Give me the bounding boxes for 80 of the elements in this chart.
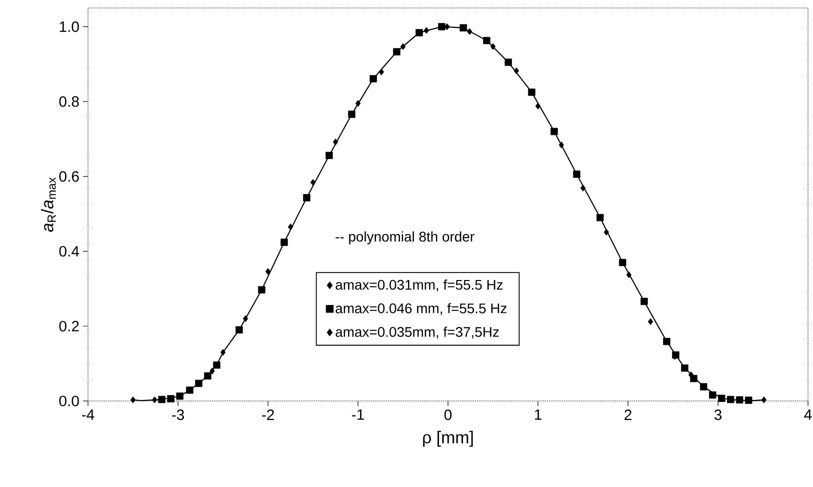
point bbox=[709, 391, 716, 399]
point bbox=[186, 386, 194, 394]
point bbox=[467, 28, 472, 35]
legend-label: amax=0.046 mm, f=55.5 Hz bbox=[336, 303, 506, 315]
point bbox=[152, 396, 158, 404]
point bbox=[736, 396, 744, 404]
point bbox=[444, 23, 450, 30]
point bbox=[558, 142, 564, 148]
point bbox=[619, 258, 626, 266]
y-tick-label: 0.0 bbox=[59, 396, 79, 406]
x-tick-label: -2 bbox=[262, 410, 274, 420]
point bbox=[573, 170, 580, 178]
point bbox=[745, 396, 752, 404]
point bbox=[490, 43, 496, 50]
point bbox=[438, 23, 446, 30]
point bbox=[528, 88, 536, 96]
point bbox=[258, 286, 266, 294]
point bbox=[688, 371, 694, 378]
point bbox=[681, 364, 688, 372]
point bbox=[303, 194, 310, 202]
point bbox=[460, 24, 467, 32]
x-axis-title: ρ [mm] bbox=[423, 430, 473, 447]
point bbox=[176, 392, 184, 400]
point bbox=[310, 179, 316, 186]
x-tick-label: -4 bbox=[82, 410, 94, 420]
y-tick-label: 0.8 bbox=[59, 96, 79, 107]
x-tick-label: 3 bbox=[714, 410, 722, 420]
point bbox=[727, 396, 734, 404]
point bbox=[288, 224, 294, 230]
point bbox=[580, 184, 586, 192]
point bbox=[204, 372, 212, 380]
point bbox=[280, 238, 288, 246]
x-tick-label: 1 bbox=[534, 410, 542, 420]
x-tick-label: -1 bbox=[352, 410, 364, 420]
y-tick-label: 0.4 bbox=[59, 246, 80, 257]
point bbox=[504, 58, 512, 66]
legend-label: amax=0.031mm, f=55.5 Hz bbox=[336, 280, 503, 292]
point bbox=[596, 214, 604, 222]
point bbox=[167, 395, 174, 402]
point bbox=[130, 396, 136, 404]
annotation: -- polynomial 8th order bbox=[336, 231, 474, 244]
point bbox=[700, 383, 708, 390]
point bbox=[604, 228, 610, 236]
y-tick-label: 1.0 bbox=[60, 21, 79, 32]
point bbox=[400, 43, 406, 50]
point bbox=[355, 100, 361, 107]
point bbox=[535, 102, 541, 110]
point bbox=[378, 68, 384, 76]
point bbox=[718, 394, 726, 402]
point bbox=[213, 361, 220, 369]
point bbox=[640, 298, 648, 306]
point bbox=[514, 67, 520, 74]
y-tick-label: 0.6 bbox=[59, 171, 79, 182]
point bbox=[265, 268, 271, 275]
point bbox=[648, 318, 654, 326]
point bbox=[210, 368, 215, 374]
point bbox=[236, 326, 243, 334]
point bbox=[550, 128, 558, 136]
point bbox=[483, 36, 490, 44]
point bbox=[326, 152, 333, 160]
x-tick-label: -3 bbox=[172, 410, 184, 420]
point bbox=[332, 138, 338, 146]
point bbox=[424, 27, 430, 34]
x-tick-label: 4 bbox=[804, 410, 812, 420]
y-tick-label: 0.2 bbox=[59, 320, 79, 332]
point bbox=[626, 271, 632, 278]
x-tick-label: 2 bbox=[624, 410, 632, 420]
point bbox=[158, 396, 166, 404]
point bbox=[195, 380, 202, 387]
point bbox=[761, 396, 766, 404]
point bbox=[416, 29, 423, 36]
point bbox=[663, 338, 670, 346]
point bbox=[242, 315, 248, 322]
point bbox=[370, 75, 377, 82]
point bbox=[393, 48, 400, 56]
x-tick-label: 0 bbox=[444, 410, 452, 420]
point bbox=[220, 348, 226, 356]
y-axis-title: a$_{R}$/a$_{max}$ bbox=[40, 177, 56, 232]
legend-label: amax=0.035mm, f=37,5Hz bbox=[336, 326, 499, 339]
point bbox=[348, 110, 356, 118]
